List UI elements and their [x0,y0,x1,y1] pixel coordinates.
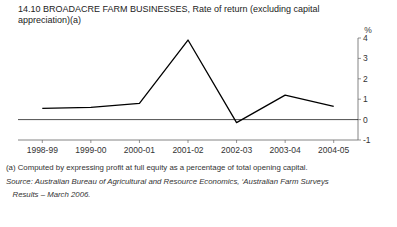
x-tick-label: 1998-99 [27,145,58,155]
x-tick-label: 2000-01 [124,145,155,155]
chart: 14.10 BROADACRE FARM BUSINESSES, Rate of… [0,0,397,227]
x-tick [188,140,189,143]
y-tick-label: 0 [363,115,368,125]
x-tick-label: 2004-05 [318,145,349,155]
x-tick-label: 2003-04 [270,145,301,155]
footnote: Results – March 2006. [6,190,91,199]
y-tick-label: 4 [363,33,368,43]
x-tick-label: 2001-02 [172,145,203,155]
x-tick [333,140,334,143]
y-tick [358,140,361,141]
y-tick-label: -1 [363,135,371,145]
y-tick [358,38,361,39]
y-tick [358,78,361,79]
y-tick-label: 2 [363,74,368,84]
y-tick-label: 1 [363,94,368,104]
zero-line [18,119,358,120]
y-axis [358,38,359,140]
footnote: Source: Australian Bureau of Agricultura… [6,177,329,186]
y-tick [358,58,361,59]
y-tick [358,119,361,120]
x-tick [90,140,91,143]
data-line [42,40,333,123]
title: 14.10 BROADACRE FARM BUSINESSES, Rate of… [18,4,320,14]
x-tick [285,140,286,143]
subtitle: appreciation)(a) [18,15,81,25]
y-tick [358,99,361,100]
x-tick-label: 1999-00 [75,145,106,155]
x-tick [42,140,43,143]
y-tick-label: 3 [363,53,368,63]
footnote: (a) Computed by expressing profit at ful… [6,163,308,172]
x-tick-label: 2002-03 [221,145,252,155]
x-tick [236,140,237,143]
plot-area [18,40,358,123]
x-tick [139,140,140,143]
